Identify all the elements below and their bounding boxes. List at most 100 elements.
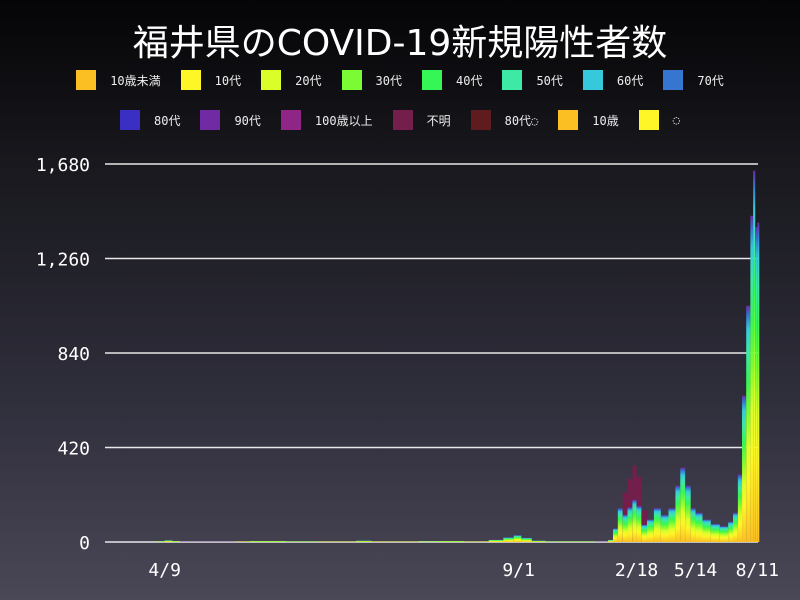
legend-swatch xyxy=(280,110,301,130)
bar xyxy=(646,519,654,542)
legend-item[interactable]: 10歳 xyxy=(558,110,619,130)
legend-item[interactable]: 80代 xyxy=(120,110,180,130)
y-tick-label: 1,260 xyxy=(36,250,90,271)
legend-swatch xyxy=(261,70,282,90)
bar xyxy=(250,540,287,542)
legend-label: 80代◌ xyxy=(504,113,539,128)
legend-item[interactable]: 90代 xyxy=(200,110,261,130)
bar xyxy=(653,508,661,542)
legend-item[interactable]: 100歳以上 xyxy=(280,110,373,130)
x-tick-label: 5/14 xyxy=(674,560,717,581)
legend-item[interactable]: 50代 xyxy=(502,70,563,90)
legend-swatch xyxy=(180,70,201,90)
bar xyxy=(728,521,734,542)
bar xyxy=(733,512,738,542)
bar-segment xyxy=(632,499,637,542)
x-tick-label: 9/1 xyxy=(502,560,535,581)
y-tick-label: 840 xyxy=(57,344,90,365)
legend-label: 80代 xyxy=(154,113,181,128)
bar xyxy=(660,515,669,542)
bar xyxy=(753,170,756,542)
x-tick-label: 8/11 xyxy=(736,560,779,581)
legend-item[interactable]: 40代 xyxy=(422,70,482,90)
legend-item[interactable]: 30代 xyxy=(341,70,402,90)
legend-item[interactable]: 80代◌ xyxy=(470,110,539,130)
bar xyxy=(418,541,440,542)
bar xyxy=(675,485,681,542)
bar xyxy=(757,222,760,542)
legend-label: 10歳未満 xyxy=(110,73,161,88)
bar xyxy=(531,540,546,542)
bar xyxy=(172,540,180,542)
bar xyxy=(164,540,173,542)
legend-label: ◌ xyxy=(672,113,680,127)
legend-swatch xyxy=(200,110,221,130)
legend-label: 20代 xyxy=(295,73,322,88)
bar xyxy=(680,467,686,542)
legend-swatch xyxy=(470,110,491,130)
y-tick-label: 0 xyxy=(79,533,90,554)
legend-label: 100歳以上 xyxy=(314,113,373,128)
legend-label: 50代 xyxy=(536,73,563,88)
bar xyxy=(317,541,357,542)
bar xyxy=(513,535,522,542)
bar-segment xyxy=(622,514,628,542)
legend-item[interactable]: ◌ xyxy=(638,110,680,130)
legend-item[interactable]: 60代 xyxy=(582,70,644,90)
bar xyxy=(608,539,613,542)
bar xyxy=(156,541,165,542)
bar xyxy=(617,508,623,542)
x-tick-label: 2/18 xyxy=(615,560,658,581)
legend-item[interactable]: 10代 xyxy=(180,70,242,90)
bar xyxy=(371,541,419,542)
legend-label: 10歳 xyxy=(592,113,619,128)
legend-swatch xyxy=(120,110,140,130)
bar xyxy=(356,540,372,542)
bar xyxy=(690,508,696,542)
legend-row-1: 10歳未満 10代 20代 30代 40代 50代 60代 70代 xyxy=(0,70,800,90)
bar xyxy=(235,541,251,542)
bar xyxy=(439,540,465,542)
bar-segment xyxy=(641,524,647,542)
bar-segment xyxy=(627,507,633,542)
legend-label: 40代 xyxy=(456,73,483,88)
bar xyxy=(464,541,489,542)
bar xyxy=(750,215,754,542)
x-tick-label: 4/9 xyxy=(148,560,181,581)
legend-swatch xyxy=(582,70,603,90)
legend-swatch xyxy=(638,110,659,130)
legend-swatch xyxy=(502,70,523,90)
legend-label: 30代 xyxy=(375,73,402,88)
bar xyxy=(746,305,751,542)
y-tick-label: 420 xyxy=(57,439,90,460)
legend-swatch xyxy=(422,70,442,90)
bar xyxy=(755,227,758,542)
legend-item[interactable]: 10歳未満 xyxy=(76,70,161,90)
bar xyxy=(702,519,711,542)
bar xyxy=(503,537,514,542)
bar xyxy=(668,508,676,542)
bar xyxy=(710,524,720,542)
legend-item[interactable]: 70代 xyxy=(663,70,724,90)
legend-label: 10代 xyxy=(214,73,242,88)
bar xyxy=(521,537,532,542)
legend-swatch xyxy=(558,110,579,130)
legend-label: 60代 xyxy=(616,73,644,88)
y-tick-label: 1,680 xyxy=(36,155,90,176)
bar xyxy=(685,485,691,542)
legend-swatch xyxy=(392,110,413,130)
chart-title: 福井県のCOVID-19新規陽性者数 xyxy=(132,23,668,64)
legend-swatch xyxy=(76,70,97,90)
bar xyxy=(612,528,618,542)
legend-label: 90代 xyxy=(234,113,261,128)
legend-row-2: 80代 90代 100歳以上 不明 80代◌ 10歳 ◌ xyxy=(0,110,800,130)
legend-label: 不明 xyxy=(426,113,451,128)
legend-label: 70代 xyxy=(697,73,724,88)
bar xyxy=(695,512,703,542)
legend-item[interactable]: 20代 xyxy=(261,70,322,90)
legend-swatch xyxy=(663,70,684,90)
legend-item[interactable]: 不明 xyxy=(392,110,451,130)
bar xyxy=(737,474,743,542)
bar xyxy=(719,526,729,542)
